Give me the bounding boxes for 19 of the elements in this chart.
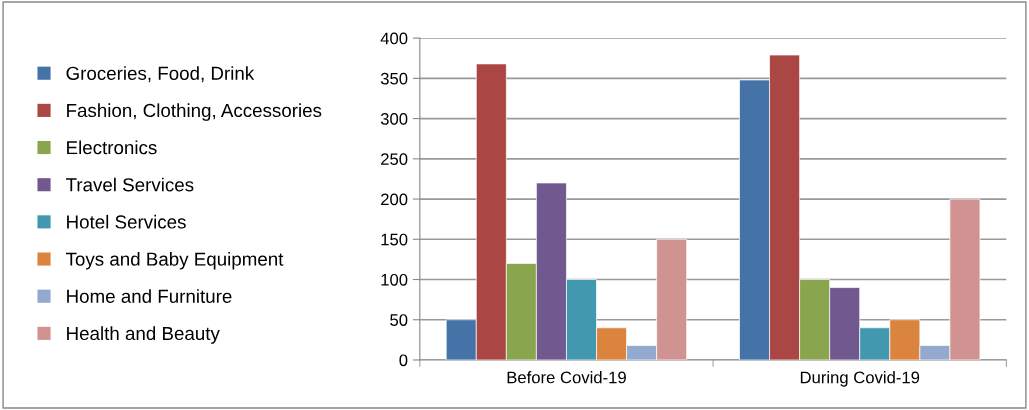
legend-label: Electronics — [67, 140, 157, 155]
y-tick-label: 300 — [380, 112, 408, 125]
legend-label: Groceries, Food, Drink — [66, 66, 255, 83]
y-tick-label: 100 — [381, 273, 408, 286]
legend-label: Home and Furniture — [67, 289, 232, 303]
y-tick-label: 0 — [399, 354, 408, 367]
y-tick-label: 150 — [381, 233, 408, 246]
y-tick-label: 250 — [381, 153, 408, 166]
legend-label: Hotel Services — [67, 214, 186, 229]
legend-label: Toys and Baby Equipment — [66, 252, 284, 270]
legend-label: Health and Beauty — [67, 326, 220, 344]
y-tick-label: 50 — [390, 314, 408, 326]
x-tick-label: During Covid-19 — [800, 371, 920, 387]
legend-label: Travel Services — [66, 177, 194, 192]
legend-label: Fashion, Clothing, Accessories — [67, 103, 322, 121]
y-tick-label: 350 — [380, 72, 408, 85]
y-tick-label: 200 — [381, 193, 408, 206]
y-tick-label: 400 — [380, 32, 408, 45]
x-tick-label: Before Covid-19 — [507, 371, 626, 384]
